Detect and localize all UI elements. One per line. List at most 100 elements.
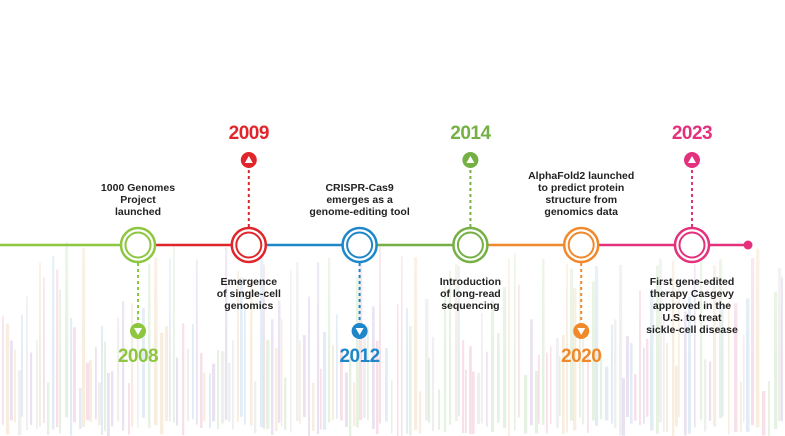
barcode-stripe: [192, 324, 194, 420]
barcode-stripe: [535, 370, 539, 434]
barcode-stripe: [200, 352, 203, 428]
event-description: genomics data: [544, 206, 618, 218]
node-inner: [124, 231, 152, 259]
year: 2009: [229, 123, 269, 144]
barcode-stripe: [438, 389, 441, 430]
barcode-stripe: [684, 311, 687, 436]
barcode-stripe: [59, 289, 62, 434]
barcode-stripe: [345, 372, 349, 427]
barcode-stripe: [312, 382, 315, 431]
barcode-stripe: [630, 343, 633, 424]
barcode-stripe: [465, 369, 467, 434]
event-description: genomics: [224, 300, 273, 312]
barcode-stripe: [740, 381, 742, 432]
barcode-stripe: [122, 301, 125, 431]
barcode-stripe: [486, 351, 488, 427]
barcode-stripe: [643, 347, 645, 424]
event-description: of single-cell: [217, 288, 281, 300]
barcode-stripe: [244, 306, 246, 425]
barcode-stripe: [30, 352, 33, 426]
barcode-stripe: [605, 366, 609, 421]
barcode-stripe: [774, 291, 778, 429]
barcode-stripe: [70, 317, 73, 436]
event-description: sickle-cell disease: [646, 324, 738, 336]
year: 2012: [339, 346, 379, 367]
barcode-stripe: [728, 302, 730, 435]
event-description: AlphaFold2 launched: [528, 170, 634, 182]
year: 2023: [672, 123, 712, 144]
barcode-stripe: [397, 304, 399, 436]
barcode-stripe: [203, 372, 206, 422]
barcode-stripe: [271, 319, 274, 435]
barcode-stripe: [340, 348, 343, 421]
barcode-stripe: [128, 383, 130, 435]
barcode-stripe: [391, 380, 393, 434]
year-marker-arrow: [466, 156, 475, 163]
barcode-stripe: [131, 303, 134, 428]
barcode-stripe: [376, 340, 379, 435]
barcode-stripe: [762, 391, 766, 436]
barcode-stripe: [232, 340, 234, 430]
barcode-stripe: [320, 368, 322, 430]
event-description: emerges as a: [326, 194, 393, 206]
barcode-stripe: [419, 391, 422, 434]
year-marker-arrow: [577, 328, 586, 335]
barcode-stripe: [89, 360, 92, 422]
barcode-stripe: [600, 353, 603, 420]
event-description: genome-editing tool: [309, 206, 409, 218]
barcode-stripe: [562, 335, 565, 434]
barcode-stripe: [278, 300, 281, 423]
year: 2020: [561, 346, 601, 367]
barcode-stripe: [228, 362, 231, 422]
timeline-end-dot: [743, 240, 753, 250]
barcode-stripe: [688, 296, 691, 434]
barcode-stripe: [546, 352, 548, 434]
barcode-stripe: [556, 338, 559, 428]
barcode-stripe: [743, 334, 745, 423]
barcode-stripe: [530, 319, 533, 426]
barcode-stripe: [303, 335, 306, 418]
barcode-stripe: [538, 355, 540, 424]
barcode-stripe: [587, 352, 589, 433]
year: 2008: [118, 346, 158, 367]
barcode-stripe: [104, 341, 107, 432]
barcode-stripe: [2, 316, 4, 425]
barcode-stripe: [646, 338, 649, 417]
barcode-stripe: [284, 377, 287, 430]
barcode-stripe: [634, 374, 637, 421]
barcode-stripe: [409, 326, 412, 436]
barcode-stripe: [614, 319, 617, 428]
event-description: therapy Casgevy: [650, 288, 734, 300]
barcode-stripe: [86, 362, 90, 421]
barcode-stripe: [524, 374, 528, 434]
barcode-stripe: [73, 327, 76, 423]
barcode-stripe: [663, 318, 665, 432]
barcode-stripe: [704, 359, 707, 432]
barcode-stripe: [95, 347, 97, 420]
event-description: launched: [115, 206, 161, 218]
barcode-stripe: [299, 340, 301, 424]
barcode-stripe: [372, 306, 375, 430]
barcode-stripe: [21, 314, 23, 417]
barcode-stripe: [209, 373, 211, 428]
barcode-stripe: [472, 371, 475, 435]
barcode-stripe: [160, 332, 164, 435]
barcode-stripe: [182, 323, 185, 436]
barcode-stripe: [709, 361, 712, 421]
barcode-stripe: [336, 314, 338, 419]
barcode-stripe: [14, 349, 16, 423]
barcode-stripe: [79, 387, 82, 429]
background-fade: [0, 0, 785, 360]
barcode-stripe: [622, 378, 626, 436]
barcode-stripe: [107, 372, 110, 436]
barcode-stripe: [432, 336, 435, 432]
year-marker-arrow: [134, 328, 142, 335]
barcode-stripe: [323, 331, 327, 430]
barcode-stripe: [491, 300, 495, 433]
barcode-stripe: [666, 343, 669, 433]
node-inner: [567, 231, 595, 259]
node-inner: [678, 231, 706, 259]
barcode-stripe: [98, 382, 102, 426]
